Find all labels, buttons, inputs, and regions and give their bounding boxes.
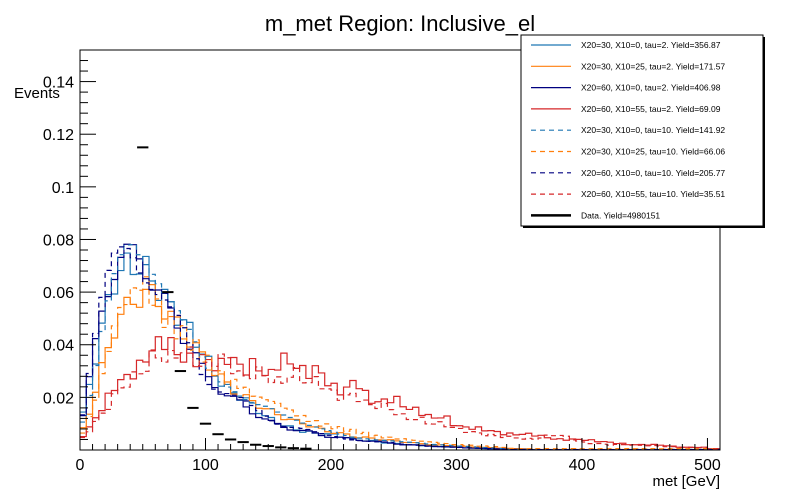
series-line-0 [80, 252, 720, 450]
x-axis: 0 100 200 300 400 500 [76, 438, 721, 474]
legend-label: X20=60, X10=0, tau=2. Yield=406.98 [581, 83, 721, 93]
legend-label: X20=60, X10=55, tau=2. Yield=69.09 [581, 104, 721, 114]
legend-label: Data. Yield=4980151 [581, 210, 660, 220]
series-line-2 [80, 243, 720, 450]
y-axis-label: Events [14, 85, 60, 102]
x-tick-label: 100 [192, 457, 219, 474]
x-tick-label: 200 [318, 457, 345, 474]
x-tick-label: 0 [76, 457, 85, 474]
y-axis: 0.02 0.04 0.06 0.08 0.1 0.12 0.14 [43, 60, 96, 440]
legend-label: X20=30, X10=0, tau=2. Yield=356.87 [581, 40, 721, 50]
legend-label: X20=60, X10=0, tau=10. Yield=205.77 [581, 168, 725, 178]
legend: X20=30, X10=0, tau=2. Yield=356.87 X20=30… [520, 34, 765, 228]
series-line-5 [80, 276, 720, 450]
legend-label: X20=60, X10=55, tau=10. Yield=35.51 [581, 189, 725, 199]
series-line-1 [80, 284, 720, 450]
series-line-6 [80, 246, 720, 450]
legend-label: X20=30, X10=25, tau=2. Yield=171.57 [581, 61, 725, 71]
series-line-7 [80, 346, 720, 450]
y-tick-label: 0.1 [52, 180, 74, 197]
x-axis-label: met [GeV] [652, 473, 720, 490]
y-tick-label: 0.08 [43, 232, 74, 249]
x-tick-label: 300 [443, 457, 470, 474]
legend-label: X20=30, X10=0, tau=10. Yield=141.92 [581, 125, 725, 135]
y-tick-label: 0.12 [43, 127, 74, 144]
y-tick-label: 0.14 [43, 75, 74, 92]
chart-title: m_met Region: Inclusive_el [265, 11, 535, 36]
y-tick-label: 0.02 [43, 390, 74, 407]
series-line-4 [80, 244, 720, 450]
y-tick-label: 0.04 [43, 338, 74, 355]
series-line-3 [80, 336, 720, 450]
y-tick-label: 0.06 [43, 285, 74, 302]
legend-label: X20=30, X10=25, tau=10. Yield=66.06 [581, 147, 725, 157]
x-tick-label: 400 [569, 457, 596, 474]
x-tick-label: 500 [694, 457, 721, 474]
